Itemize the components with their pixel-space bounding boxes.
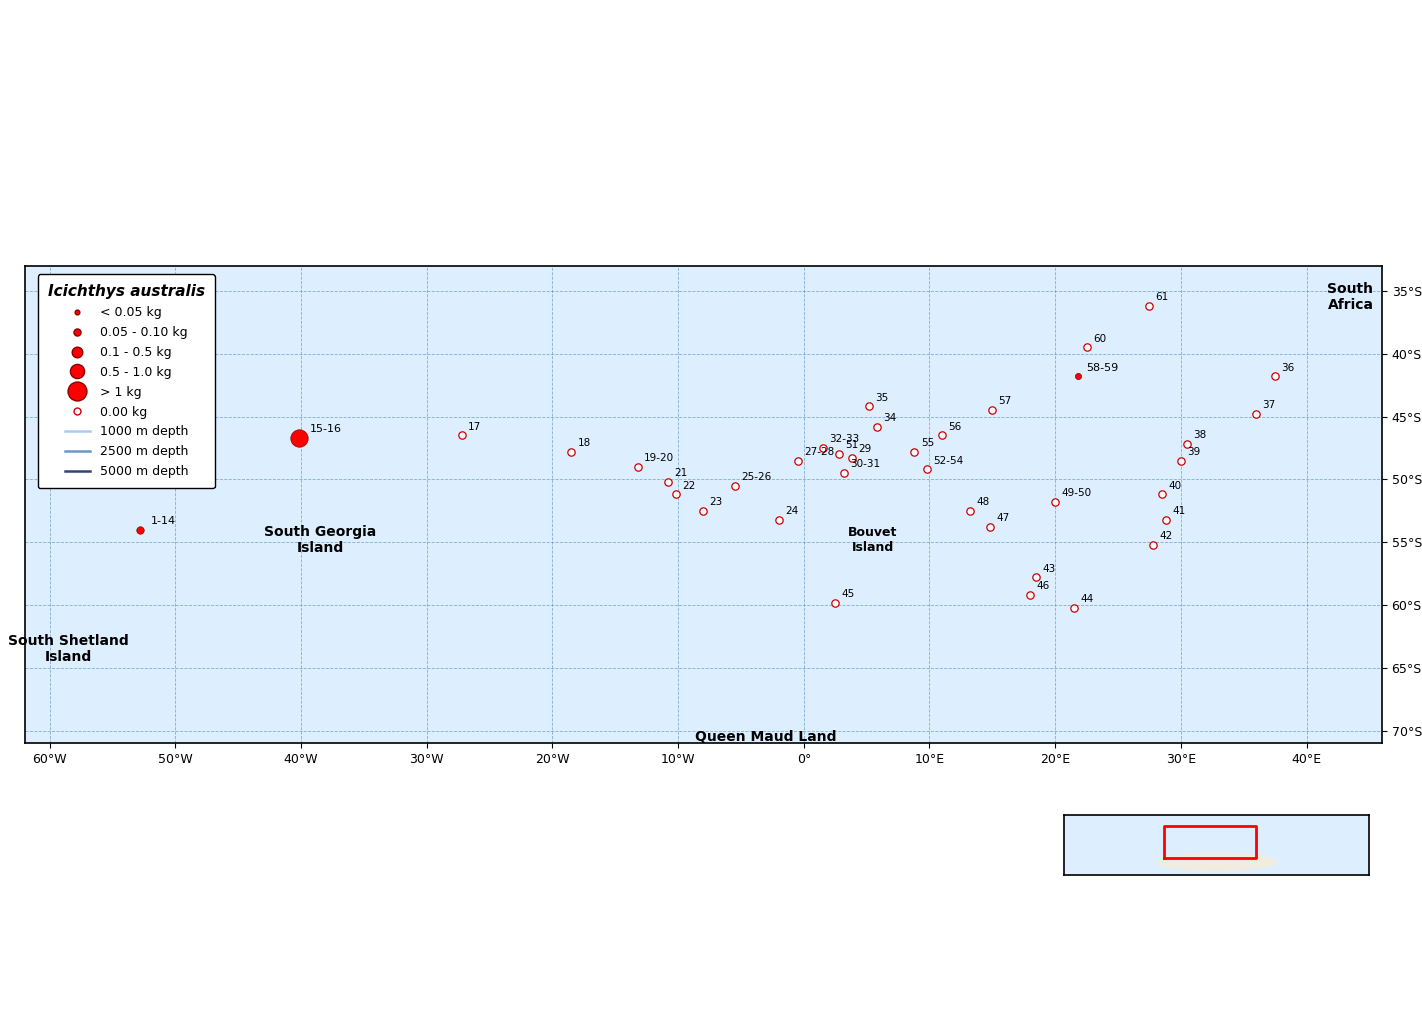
Text: Queen Maud Land: Queen Maud Land <box>695 730 838 744</box>
Point <box>693 502 715 519</box>
Point <box>978 519 1001 535</box>
Text: 24: 24 <box>785 506 798 516</box>
Point <box>930 427 953 443</box>
Text: 49-50: 49-50 <box>1061 488 1092 498</box>
Point <box>129 522 152 538</box>
Point <box>1150 486 1173 502</box>
Text: 43: 43 <box>1042 564 1057 574</box>
Point <box>1169 452 1192 468</box>
Text: 39: 39 <box>1187 447 1200 457</box>
Point <box>724 477 747 493</box>
Point <box>812 440 835 456</box>
Point <box>840 450 863 466</box>
Point <box>451 427 474 443</box>
Text: 37: 37 <box>1263 401 1276 411</box>
Point <box>1244 406 1267 422</box>
Text: 17: 17 <box>468 422 482 432</box>
Point <box>768 512 791 528</box>
Text: 46: 46 <box>1037 581 1049 591</box>
Text: 61: 61 <box>1156 293 1169 302</box>
Point <box>903 444 926 460</box>
Text: 55: 55 <box>920 438 934 448</box>
Point <box>958 502 981 519</box>
Text: Bouvet
Island: Bouvet Island <box>849 526 897 554</box>
Text: 29: 29 <box>857 444 872 454</box>
Point <box>1044 494 1066 511</box>
Point <box>1066 368 1089 384</box>
Text: 52-54: 52-54 <box>933 455 964 465</box>
Text: 35: 35 <box>876 393 889 403</box>
Text: 60: 60 <box>1094 334 1106 344</box>
Point <box>916 461 939 477</box>
Point <box>786 452 809 468</box>
Point <box>1075 339 1098 355</box>
Point <box>664 486 687 502</box>
Text: 23: 23 <box>710 497 722 507</box>
Legend: < 0.05 kg, 0.05 - 0.10 kg, 0.1 - 0.5 kg, 0.5 - 1.0 kg, > 1 kg, 0.00 kg, 1000 m d: < 0.05 kg, 0.05 - 0.10 kg, 0.1 - 0.5 kg,… <box>38 274 215 488</box>
Text: 21: 21 <box>674 468 688 478</box>
Text: 47: 47 <box>995 514 1010 524</box>
Text: 19-20: 19-20 <box>644 453 674 463</box>
Point <box>657 474 680 490</box>
Text: 41: 41 <box>1172 506 1186 516</box>
Point <box>857 399 880 415</box>
Text: 30-31: 30-31 <box>850 459 880 469</box>
Point <box>1264 368 1287 384</box>
Text: 22: 22 <box>683 480 695 490</box>
Point <box>1025 569 1048 585</box>
Point <box>1155 512 1177 528</box>
Point <box>828 446 850 462</box>
Text: 25-26: 25-26 <box>741 472 771 482</box>
Text: 40: 40 <box>1169 480 1182 490</box>
Text: 44: 44 <box>1081 593 1094 603</box>
Text: 45: 45 <box>842 589 855 598</box>
Point <box>823 594 846 610</box>
Text: South Shetland
Island: South Shetland Island <box>9 634 129 664</box>
Point <box>981 403 1004 419</box>
Text: 56: 56 <box>948 422 961 432</box>
Point <box>1138 298 1160 314</box>
Text: 27-28: 27-28 <box>803 447 835 457</box>
Text: 38: 38 <box>1193 431 1207 440</box>
Point <box>1018 587 1041 603</box>
Text: 57: 57 <box>998 397 1012 407</box>
Text: 48: 48 <box>975 497 990 507</box>
Text: 32-33: 32-33 <box>829 434 859 444</box>
Text: 42: 42 <box>1159 531 1173 541</box>
Point <box>833 465 856 481</box>
Text: 34: 34 <box>883 413 896 423</box>
Text: 58-59: 58-59 <box>1086 362 1119 372</box>
Point <box>287 430 310 446</box>
Point <box>560 444 583 460</box>
Text: 15-16: 15-16 <box>310 424 341 434</box>
Text: 18: 18 <box>577 438 592 448</box>
Point <box>866 419 889 435</box>
Point <box>627 459 650 475</box>
Point <box>1176 436 1199 452</box>
Polygon shape <box>1158 854 1276 871</box>
Text: 51: 51 <box>845 441 859 450</box>
Text: South
Africa: South Africa <box>1328 283 1374 312</box>
Point <box>1062 599 1085 615</box>
Point <box>1142 537 1165 553</box>
Text: 1-14: 1-14 <box>151 516 175 526</box>
Text: South Georgia
Island: South Georgia Island <box>264 525 375 555</box>
Text: 36: 36 <box>1281 362 1294 372</box>
